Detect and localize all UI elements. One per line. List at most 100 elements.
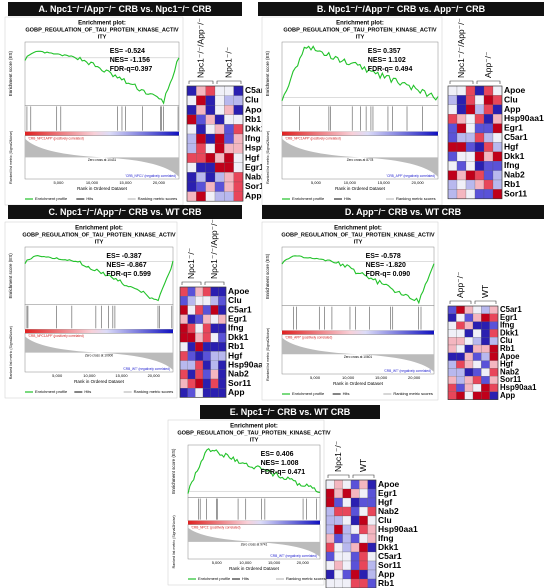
- neg-label: 'CRB_WT' (negatively correlated): [270, 554, 317, 558]
- heatmap-cell: [474, 161, 485, 171]
- gene-label: Sor11: [504, 188, 527, 198]
- heatmap-cell: [483, 142, 494, 152]
- pos-label: 'CRB_APP' (positively correlated): [285, 335, 332, 339]
- gene-label: Clu: [500, 336, 513, 345]
- heatmap-cell: [179, 323, 188, 334]
- panel: E. Npc1⁻/⁻ CRB vs. WT CRB Enrichment plot…: [167, 405, 418, 588]
- heatmap-cell: [334, 551, 343, 562]
- heatmap-cell: [472, 360, 482, 369]
- color-bar: [188, 520, 320, 525]
- color-bar: [282, 330, 434, 335]
- heatmap-cell: [218, 360, 227, 370]
- gene-label: Sor11: [228, 378, 251, 388]
- gene-label: Rb1: [500, 344, 515, 353]
- heatmap-cell: [447, 151, 458, 162]
- x-tick-label: 20,000: [412, 180, 425, 185]
- heatmap-cell: [359, 524, 368, 535]
- heatmap-cell: [350, 497, 360, 508]
- heatmap-cell: [196, 143, 206, 154]
- heatmap-cell: [342, 533, 352, 544]
- fdr-stat: FDR-q= 0.599: [106, 271, 151, 278]
- heatmap-cell: [202, 305, 211, 315]
- heatmap-cell: [481, 344, 490, 353]
- legend-label: Enrichment profile: [292, 196, 325, 201]
- heatmap-cell: [350, 551, 360, 562]
- heatmap-cell: [210, 360, 219, 370]
- heatmap-cell: [489, 337, 499, 346]
- fdr-stat: FDR-q= 0.471: [261, 469, 306, 476]
- gene-label: Ifng: [245, 133, 261, 143]
- heatmap-cell: [492, 151, 503, 162]
- column-bracket: [327, 474, 350, 478]
- gene-label: Egr1: [378, 488, 397, 498]
- heatmap-cell: [465, 189, 476, 199]
- heatmap-cell: [447, 95, 458, 105]
- heatmap-cell: [483, 114, 494, 124]
- heatmap-cell: [233, 105, 244, 115]
- es-stat: ES= 0.406: [261, 451, 294, 458]
- heatmap-cell: [367, 560, 377, 571]
- column-label: Npc1⁻/⁻: [186, 247, 196, 279]
- y-axis-label: Ranked list metric (Signal2Noise): [9, 326, 13, 379]
- x-tick-label: 15,000: [119, 180, 132, 185]
- heatmap-cell: [481, 337, 490, 346]
- gene-label: Clu: [228, 295, 242, 305]
- heatmap-cell: [481, 352, 490, 361]
- heatmap-cell: [195, 286, 204, 297]
- heatmap-cell: [214, 162, 225, 173]
- heatmap-cell: [233, 172, 244, 183]
- heatmap-cell: [179, 314, 188, 324]
- heatmap-cell: [342, 524, 352, 535]
- heatmap-cell: [472, 383, 482, 392]
- heatmap-cell: [334, 560, 343, 571]
- heatmap-cell: [334, 578, 343, 588]
- heatmap-cell: [481, 391, 490, 400]
- gene-label: Rb1: [378, 578, 394, 588]
- heatmap-cell: [187, 388, 196, 398]
- heatmap-cell: [464, 360, 474, 369]
- heatmap-cell: [472, 313, 482, 322]
- gene-label: Egr1: [500, 313, 518, 322]
- heatmap-cell: [334, 524, 343, 535]
- heatmap-cell: [472, 391, 482, 400]
- heatmap-cell: [367, 497, 377, 508]
- heatmap-cell: [202, 286, 211, 297]
- heatmap-cell: [447, 170, 458, 181]
- heatmap-cell: [210, 305, 219, 315]
- heatmap-cell: [447, 391, 457, 400]
- plot-header: Enrichment plot:: [230, 424, 278, 430]
- hits-frame: [281, 105, 439, 132]
- heatmap-cell: [492, 161, 503, 171]
- gene-label: Sor11: [378, 560, 401, 570]
- heatmap-cell: [179, 332, 188, 343]
- heatmap-cell: [456, 305, 465, 314]
- heatmap-cell: [456, 329, 465, 338]
- heatmap-cell: [472, 337, 482, 346]
- heatmap-cell: [447, 142, 458, 152]
- heatmap-cell: [472, 321, 482, 330]
- heatmap-cell: [325, 542, 335, 553]
- pos-label: 'CRB_NPC1' (positively correlated): [191, 525, 240, 529]
- x-tick-label: 15,000: [375, 375, 388, 380]
- heatmap-cell: [447, 179, 458, 190]
- column-label: App⁻/⁻: [455, 271, 465, 298]
- heatmap-cell: [224, 105, 234, 115]
- heatmap-cell: [224, 85, 234, 96]
- heatmap-cell: [224, 95, 234, 106]
- heatmap-cell: [196, 85, 206, 96]
- heatmap-cell: [186, 153, 197, 163]
- heatmap-cell: [456, 132, 467, 143]
- heatmap-cell: [483, 179, 494, 190]
- neg-label: 'CRB_APP' (negatively correlated): [386, 174, 435, 178]
- heatmap-cell: [456, 313, 465, 322]
- x-tick-label: 5,000: [310, 375, 321, 380]
- heatmap-cell: [447, 161, 458, 171]
- heatmap-cell: [447, 368, 457, 377]
- gene-label: Nab2: [228, 369, 249, 379]
- heatmap-cell: [474, 189, 485, 199]
- title-bar: [8, 205, 242, 219]
- color-bar: [25, 329, 173, 334]
- gene-label: Hsp90aa1: [228, 359, 268, 369]
- heatmap-cell: [481, 360, 490, 369]
